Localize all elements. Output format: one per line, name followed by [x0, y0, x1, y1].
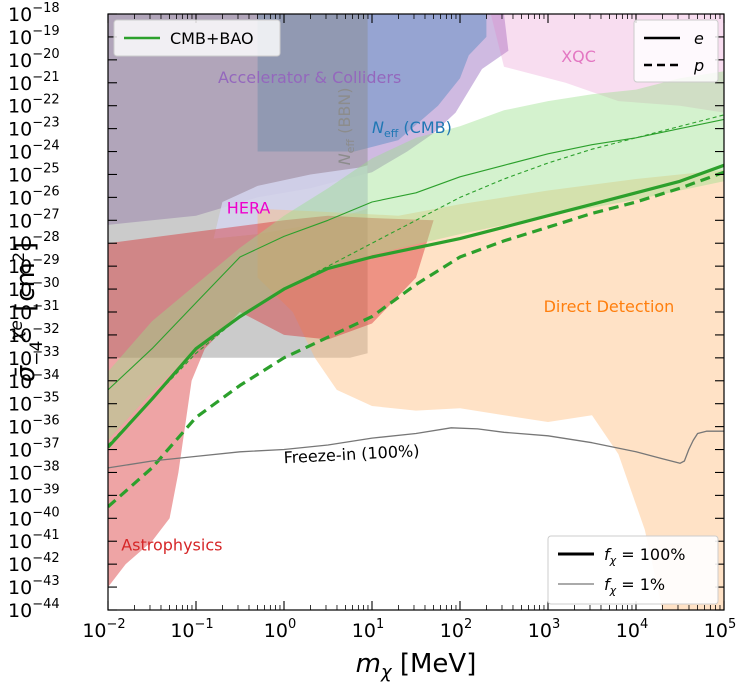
region-cmb-bao-100-allowed — [108, 71, 724, 441]
label-n-eff-bbn: Neff (BBN) — [335, 87, 357, 165]
legend-label-fraction: fχ = 1% — [604, 575, 665, 597]
label-hera: HERA — [227, 198, 271, 217]
x-tick-label: 102 — [440, 617, 472, 642]
y-tick-labels: 10−1810−1910−2010−2110−2210−2310−2410−25… — [8, 1, 60, 622]
label-direct-detection: Direct Detection — [544, 297, 675, 316]
region-astrophysics — [108, 215, 434, 588]
y-tick-label: 10−21 — [8, 70, 60, 95]
y-tick-label: 10−27 — [8, 207, 60, 232]
y-tick-label: 10−32 — [8, 322, 60, 347]
legend-box — [633, 19, 719, 83]
y-tick-label: 10−33 — [8, 345, 60, 370]
y-tick-label: 10−42 — [8, 551, 60, 576]
y-tick-label: 10−18 — [8, 1, 60, 26]
region-accelerator-colliders — [108, 14, 509, 225]
y-tick-label: 10−31 — [8, 299, 60, 324]
x-tick-label: 103 — [528, 617, 560, 642]
x-tick-label: 101 — [352, 617, 384, 642]
region-direct-detection — [257, 169, 724, 610]
x-tick-labels: 10−2 10−1 100 101 102 103 104 105 — [82, 617, 736, 642]
region-n-eff-bbn — [108, 14, 368, 358]
axis-ticks — [107, 13, 725, 611]
y-tick-label: 10−22 — [8, 93, 60, 118]
legend-box — [113, 19, 281, 57]
y-tick-label: 10−38 — [8, 459, 60, 484]
y-tick-label: 10−28 — [8, 230, 60, 255]
x-tick-label: 104 — [616, 617, 648, 642]
y-tick-label: 10−26 — [8, 184, 60, 209]
y-tick-label: 10−30 — [8, 276, 60, 301]
legend-line-style: ep — [633, 19, 719, 83]
legend-label-e: e — [694, 29, 704, 48]
y-tick-label: 10−25 — [8, 161, 60, 186]
y-tick-label: 10−20 — [8, 47, 60, 72]
legend-fraction: fχ = 100% fχ = 1% — [547, 535, 719, 605]
y-tick-label: 10−24 — [8, 139, 60, 164]
legend-label-fraction: fχ = 100% — [604, 545, 685, 567]
y-tick-label: 10−41 — [8, 528, 60, 553]
label-xqc: XQC — [561, 47, 596, 66]
x-tick-label: 10−2 — [82, 617, 125, 642]
legend-cmb-bao: CMB+BAO — [113, 19, 281, 57]
series-cmb-bao-f-1-e — [108, 118, 724, 391]
data-series — [108, 114, 724, 508]
y-tick-label: 10−19 — [8, 24, 60, 49]
x-tick-label: 105 — [704, 617, 736, 642]
legend-label-p: p — [693, 56, 704, 75]
series-freeze-in-100 — [108, 427, 724, 469]
y-tick-label: 10−35 — [8, 391, 60, 416]
label-n-eff-cmb: Neff (CMB) — [372, 118, 452, 140]
series-cmb-bao-f-100-e — [108, 163, 724, 449]
y-tick-label: 10−23 — [8, 116, 60, 141]
x-tick-label: 100 — [264, 617, 296, 642]
x-axis-title: mχ [MeV] — [356, 649, 477, 683]
y-tick-label: 10−43 — [8, 574, 60, 599]
y-tick-label: 10−29 — [8, 253, 60, 278]
y-tick-label: 10−34 — [8, 368, 60, 393]
label-accelerator-colliders: Accelerator & Colliders — [218, 68, 401, 87]
x-tick-label: 10−1 — [170, 617, 213, 642]
region-labels: Accelerator & Colliders Neff (CMB) Neff (B… — [121, 47, 674, 554]
y-tick-label: 10−39 — [8, 482, 60, 507]
series-cmb-bao-f-1-p — [108, 114, 724, 446]
legend-label-cmb-bao: CMB+BAO — [170, 29, 254, 48]
label-freeze-in-100: Freeze-in (100%) — [283, 441, 420, 467]
y-tick-label: 10−44 — [8, 597, 60, 622]
label-astrophysics: Astrophysics — [121, 535, 222, 554]
region-hera — [213, 165, 368, 239]
y-tick-label: 10−37 — [8, 437, 60, 462]
region-n-eff-cmb — [257, 14, 487, 152]
y-tick-label: 10−40 — [8, 505, 60, 530]
y-axis-title: σ̄−4χe [cm2] — [7, 242, 47, 382]
svg-text:σ̄−4χe [cm2]: σ̄−4χe [cm2] — [7, 242, 47, 382]
y-tick-label: 10−36 — [8, 414, 60, 439]
